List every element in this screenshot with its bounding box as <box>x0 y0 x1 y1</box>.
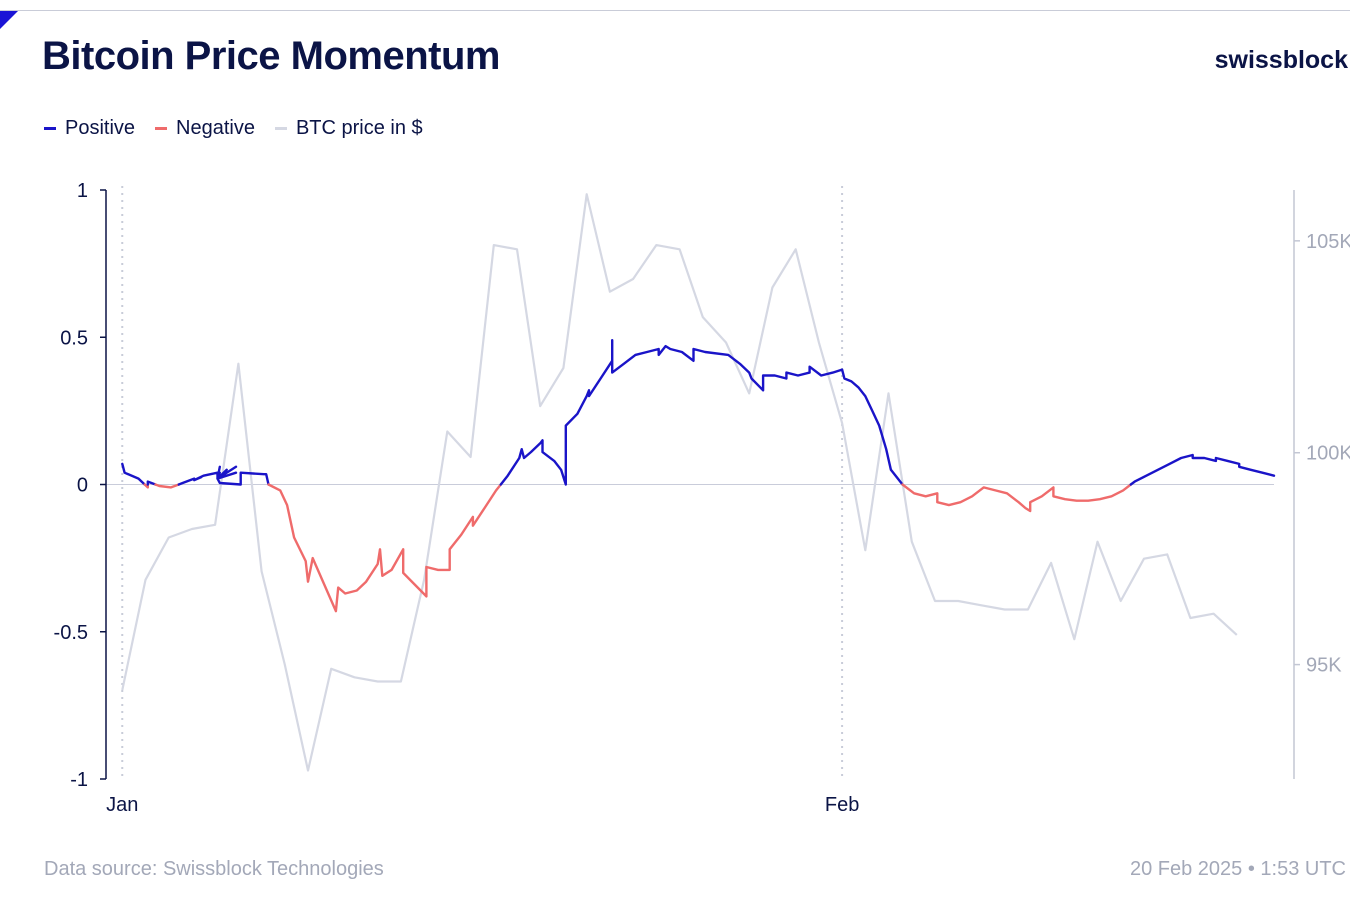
left-tick-label: 0.5 <box>60 327 88 349</box>
chart-legend: Positive Negative BTC price in $ <box>44 117 423 140</box>
series-line-btc-price <box>121 193 1238 772</box>
legend-swatch-negative <box>155 127 168 130</box>
legend-swatch-btc-price <box>274 127 287 130</box>
left-tick-label: 0 <box>77 475 88 497</box>
legend-label-positive: Positive <box>65 117 136 139</box>
right-tick-label: 105K <box>1306 231 1350 253</box>
left-tick-label: -0.5 <box>54 622 88 644</box>
top-rule <box>0 10 1350 11</box>
left-tick-label: 1 <box>77 180 88 202</box>
series-segment-negative <box>154 483 181 489</box>
legend-item-btc-price: BTC price in $ <box>274 117 423 140</box>
series-segment-negative <box>267 483 502 613</box>
brand-logo-text: swissblock <box>1214 46 1348 74</box>
legend-item-positive: Positive <box>44 117 135 140</box>
legend-item-negative: Negative <box>155 117 255 140</box>
legend-label-negative: Negative <box>176 117 255 139</box>
series-segment-positive <box>1129 453 1276 486</box>
series-segment-positive <box>177 465 270 486</box>
series-segment-positive <box>121 462 146 486</box>
series-segment-positive <box>499 339 904 486</box>
right-tick-label: 95K <box>1306 655 1342 677</box>
x-tick-label: Feb <box>825 794 859 816</box>
timestamp-note: 20 Feb 2025 • 1:53 UTC <box>1129 858 1346 880</box>
right-tick-label: 100K <box>1306 443 1350 465</box>
page-title: Bitcoin Price Momentum <box>42 34 500 78</box>
left-tick-label: -1 <box>70 769 88 791</box>
series-segment-positive <box>146 480 157 486</box>
series-segment-negative <box>901 483 1133 513</box>
corner-triangle-mark <box>0 11 18 29</box>
legend-swatch-positive <box>44 127 56 130</box>
data-source-note: Data source: Swissblock Technologies <box>44 858 384 880</box>
x-tick-label: Jan <box>106 794 138 816</box>
legend-label-btc-price: BTC price in $ <box>295 117 423 139</box>
